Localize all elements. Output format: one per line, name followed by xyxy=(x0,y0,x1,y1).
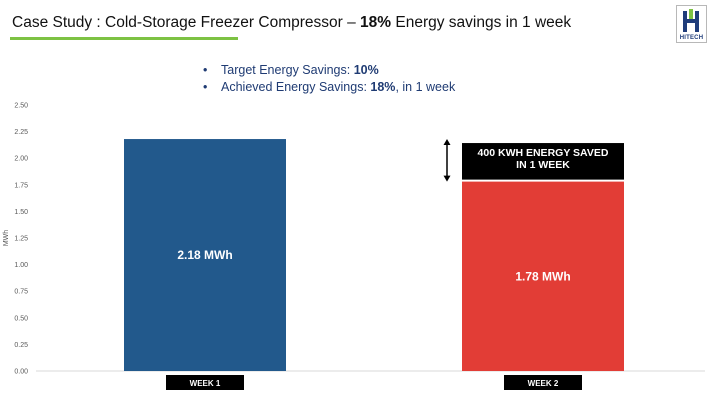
category-label-box xyxy=(166,375,244,390)
savings-bullets: • Target Energy Savings: 10% • Achieved En… xyxy=(201,62,455,96)
y-tick-label: 1.25 xyxy=(14,236,28,243)
category-label-box xyxy=(504,375,582,390)
target-savings-label: Target Energy Savings: xyxy=(221,63,351,77)
title-suffix: Energy savings in 1 week xyxy=(395,14,572,31)
bar-data-label: 2.18 MWh xyxy=(177,248,232,262)
arrow-down-icon xyxy=(443,175,451,182)
y-axis-label: MWh xyxy=(3,230,10,246)
achieved-savings-item: • Achieved Energy Savings: 18%, in 1 week xyxy=(201,79,455,96)
bullet-icon: • xyxy=(203,80,208,94)
bar-data-label: 1.78 MWh xyxy=(515,269,570,283)
bar-week-1 xyxy=(124,139,286,371)
bullet-icon: • xyxy=(203,63,208,77)
y-tick-label: 0.50 xyxy=(14,315,28,322)
achieved-savings-label: Achieved Energy Savings: xyxy=(221,80,367,94)
page-title: Case Study : Cold-Storage Freezer Compre… xyxy=(12,14,571,32)
y-tick-label: 1.00 xyxy=(14,262,28,269)
y-tick-label: 1.75 xyxy=(14,182,28,189)
x-tick-label: WEEK 2 xyxy=(528,379,559,388)
y-tick-label: 0.25 xyxy=(14,342,28,349)
x-tick-label: WEEK 1 xyxy=(190,379,221,388)
company-logo: HITECH xyxy=(676,5,707,43)
y-tick-label: 1.50 xyxy=(14,209,28,216)
savings-callout-box xyxy=(462,143,624,180)
y-tick-label: 2.50 xyxy=(14,103,28,110)
title-highlight: 18% xyxy=(360,14,392,31)
y-tick-label: 0.00 xyxy=(14,369,28,376)
savings-callout-line2: IN 1 WEEK xyxy=(516,159,570,171)
target-savings-item: • Target Energy Savings: 10% xyxy=(201,62,455,79)
savings-callout-line1: 400 KWH ENERGY SAVED xyxy=(478,147,609,159)
target-savings-value: 10% xyxy=(353,63,379,77)
title-prefix: Case Study : Cold-Storage Freezer Compre… xyxy=(12,14,356,31)
title-underline xyxy=(10,37,238,40)
y-tick-label: 2.00 xyxy=(14,156,28,163)
achieved-savings-value: 18% xyxy=(370,80,396,94)
logo-text: HITECH xyxy=(679,35,704,41)
y-tick-label: 0.75 xyxy=(14,289,28,296)
arrow-up-icon xyxy=(443,139,451,146)
energy-bar-chart: MWh 0.00 0.25 0.50 0.75 1.00 1.25 1.50 1.75 2.00 2… xyxy=(3,103,705,390)
achieved-savings-suffix: , in 1 week xyxy=(395,80,456,94)
bar-week-2 xyxy=(462,181,624,371)
y-tick-label: 2.25 xyxy=(14,129,28,136)
logo-mark-icon xyxy=(683,9,699,32)
